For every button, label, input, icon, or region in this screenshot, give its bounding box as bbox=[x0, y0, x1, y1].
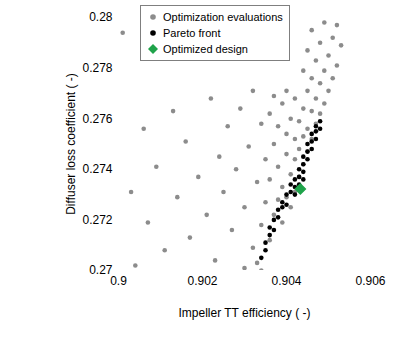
svg-text:0.27: 0.27 bbox=[89, 263, 113, 278]
html-text:Pareto front: Pareto front bbox=[163, 27, 221, 39]
svg-text:0.276: 0.276 bbox=[82, 112, 112, 126]
svg-text:0.272: 0.272 bbox=[82, 213, 112, 227]
svg-text:0.904: 0.904 bbox=[271, 274, 301, 288]
svg-text:0.902: 0.902 bbox=[187, 274, 217, 288]
svg-text:0.906: 0.906 bbox=[355, 274, 385, 288]
html-text:Optimized design: Optimized design bbox=[163, 43, 248, 55]
svg-text:0.278: 0.278 bbox=[82, 61, 112, 75]
svg-text:Impeller TT efficiency ( -): Impeller TT efficiency ( -) bbox=[178, 306, 310, 320]
html-text:Optimization evaluations: Optimization evaluations bbox=[163, 11, 283, 23]
svg-text:0.274: 0.274 bbox=[82, 162, 112, 176]
svg-text:0.28: 0.28 bbox=[89, 10, 113, 24]
svg-text:0.9: 0.9 bbox=[110, 274, 127, 288]
svg-text:Diffuser loss coefficient ( -): Diffuser loss coefficient ( -) bbox=[64, 73, 78, 215]
